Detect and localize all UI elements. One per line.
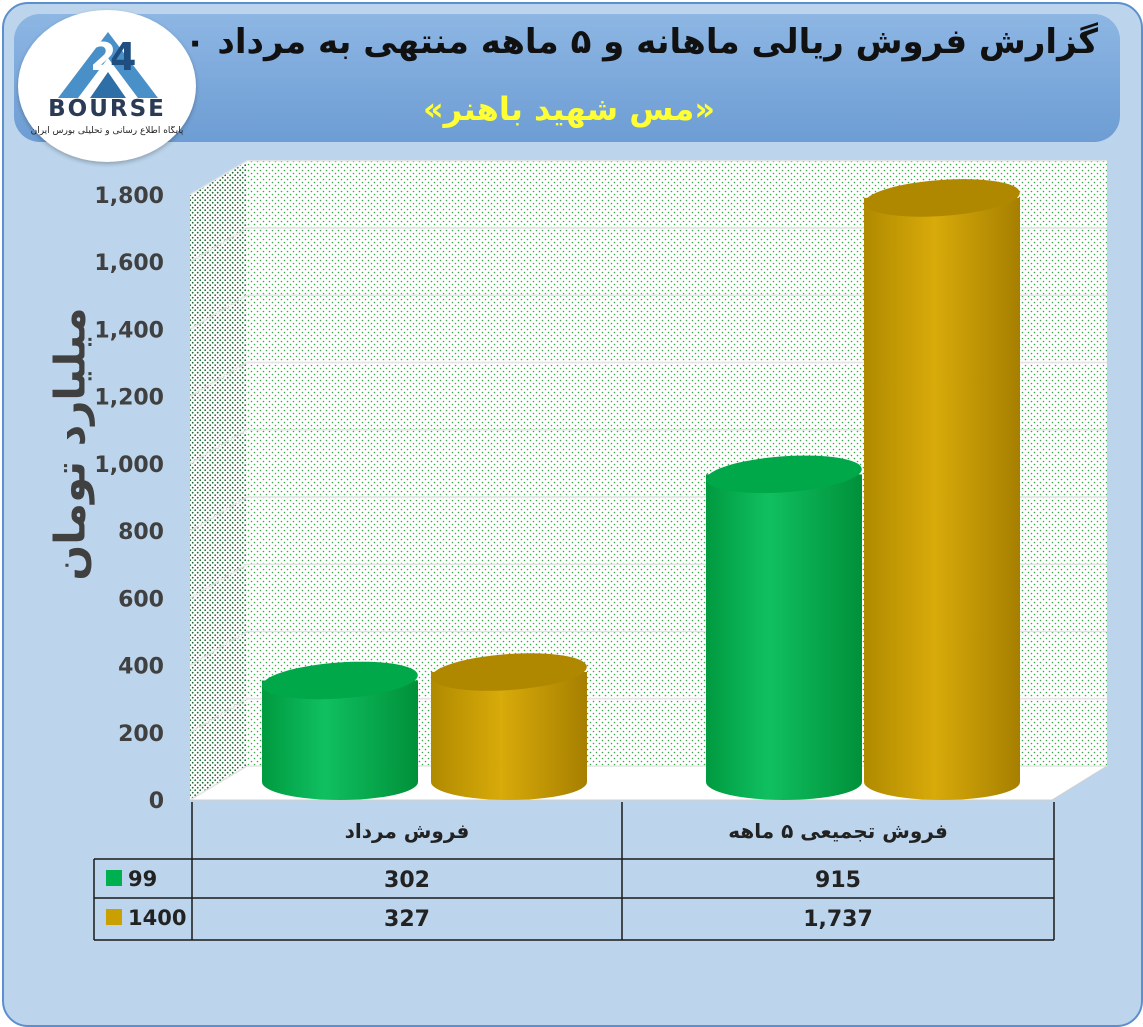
y-tick-label: 1,400 xyxy=(94,318,164,343)
gridline-side xyxy=(189,698,248,734)
y-tick-label: 1,600 xyxy=(94,251,164,276)
data-value: 1,737 xyxy=(803,907,873,932)
gridline-side xyxy=(189,294,248,330)
legend-label-99: 99 xyxy=(128,867,157,891)
chart-title: گزارش فروش ریالی ماهانه و ۵ ماهه منتهی ب… xyxy=(123,22,1098,62)
bar-99-1 xyxy=(262,680,418,800)
data-value: 327 xyxy=(384,907,430,932)
data-value: 915 xyxy=(815,868,861,893)
bar-top-99-2 xyxy=(706,455,862,494)
logo-wordmark: BOURSE xyxy=(48,96,166,122)
gridline-side xyxy=(189,765,248,801)
title-banner: گزارش فروش ریالی ماهانه و ۵ ماهه منتهی ب… xyxy=(14,14,1120,142)
legend-swatch-99 xyxy=(106,870,122,886)
gridline-side xyxy=(189,227,248,263)
legend-swatch-1400 xyxy=(106,909,122,925)
bourse-logo: 2 4 BOURSE پایگاه اطلاع رسانی و تحلیلی ب… xyxy=(18,10,196,162)
y-tick-label: 1,800 xyxy=(94,184,164,209)
gridline-side xyxy=(189,160,248,196)
bar-99-2 xyxy=(706,474,862,800)
legend-label-1400: 1400 xyxy=(128,906,186,930)
y-tick-label: 1,200 xyxy=(94,386,164,411)
y-tick-label: 600 xyxy=(118,587,164,612)
gridline-side xyxy=(189,630,248,667)
svg-text:2: 2 xyxy=(90,35,116,79)
bar-chart: 0 200 400 600 800 1,000 1,200 1,400 1,600 1,800 فر… xyxy=(93,160,1109,941)
logo-mark-icon: 2 4 xyxy=(58,32,158,98)
bar-1400-1 xyxy=(431,672,587,800)
gridline-side xyxy=(189,496,248,532)
y-tick-label: 200 xyxy=(118,722,164,747)
category-label: فروش تجمیعی ۵ ماهه xyxy=(728,819,948,843)
y-tick-label: 800 xyxy=(118,520,164,545)
y-tick-label: 400 xyxy=(118,655,164,680)
bar-1400-2 xyxy=(864,197,1020,801)
gridline-side xyxy=(189,361,248,398)
chart-subtitle: «مس شهید باهنر» xyxy=(423,90,715,128)
y-tick-label: 0 xyxy=(149,789,164,814)
bar-top-99-1 xyxy=(262,661,418,700)
svg-text:4: 4 xyxy=(110,35,136,79)
logo-tagline: پایگاه اطلاع رسانی و تحلیلی بورس ایران xyxy=(30,126,184,136)
data-value: 302 xyxy=(384,868,430,893)
bar-top-1400-2 xyxy=(864,179,1020,217)
gridline-side xyxy=(189,563,248,599)
y-tick-label: 1,000 xyxy=(94,453,164,478)
gridline-side xyxy=(189,429,248,465)
bar-top-1400-1 xyxy=(431,653,587,691)
category-label: فروش مرداد xyxy=(345,819,470,843)
